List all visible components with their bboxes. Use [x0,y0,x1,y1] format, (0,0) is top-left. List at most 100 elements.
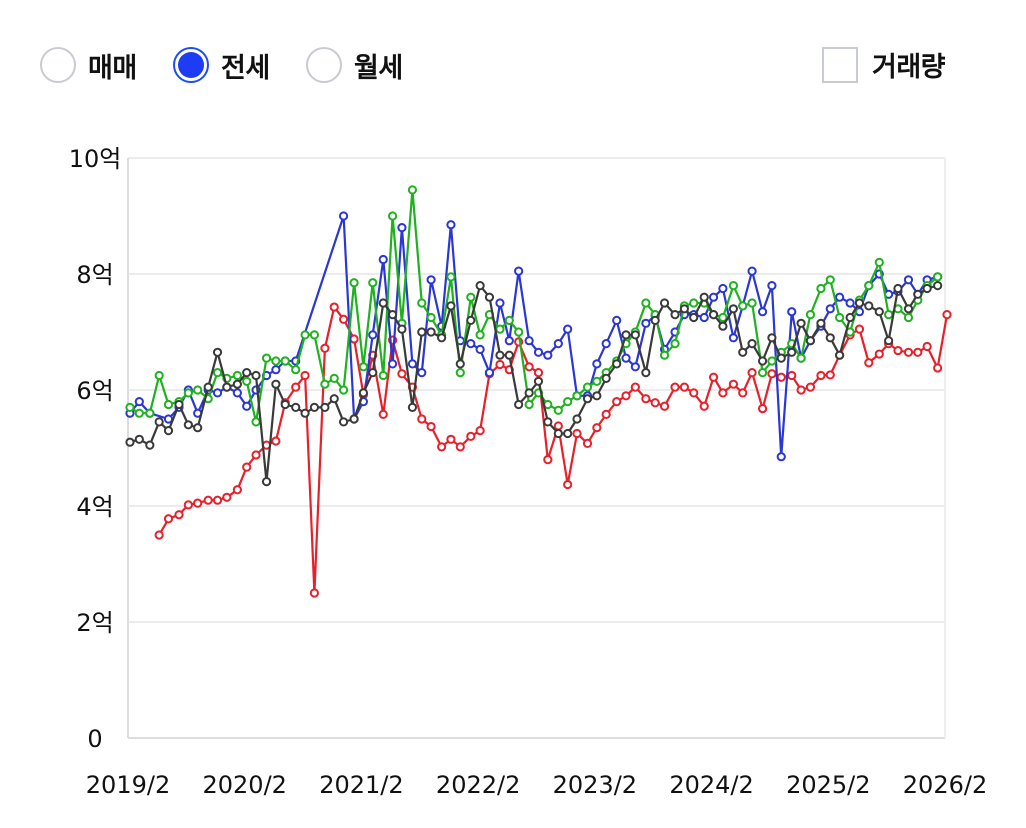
data-point [864,358,874,368]
data-point [193,423,203,433]
data-point [466,339,476,349]
data-point [612,359,622,369]
data-point [825,275,835,285]
data-point [816,370,826,381]
data-point [368,368,378,378]
data-point [776,452,786,462]
radio-monthly-rent-circle[interactable] [306,47,342,83]
data-point [251,450,261,460]
data-point [787,347,797,357]
data-point [300,330,310,340]
data-point [718,388,728,398]
data-point [417,327,427,337]
data-point [163,426,174,436]
series-layer [125,185,952,598]
radio-sale-circle[interactable] [40,47,76,83]
data-point [309,402,319,412]
data-point [300,370,310,381]
data-point [747,368,757,378]
data-point [504,350,514,360]
data-point [524,336,534,346]
series-3 [125,281,943,487]
radio-jeonse-circle[interactable] [173,47,209,83]
data-point [446,301,456,311]
data-point [291,402,301,412]
radio-monthly-rent[interactable]: 월세 [306,40,403,90]
y-tick-label: 4억 [76,493,113,521]
data-point [475,426,485,436]
data-point [387,359,398,369]
data-point [349,414,359,424]
data-point [835,292,845,302]
radio-jeonse[interactable]: 전세 [173,40,270,90]
radio-sale[interactable]: 매매 [40,40,137,90]
data-point [484,368,495,378]
data-point [134,397,144,407]
data-point [601,373,611,383]
data-point [816,318,826,328]
data-point [776,353,786,363]
data-point [232,379,242,389]
data-point [641,368,651,378]
data-point [242,401,252,411]
data-point [309,330,319,340]
data-point [738,301,748,311]
data-point [320,402,330,412]
data-point [922,341,932,352]
x-tick-label: 2023/2 [553,771,637,799]
data-point [641,318,651,328]
data-point [495,359,505,370]
data-point [933,363,943,373]
data-point [446,434,456,444]
radio-sale-label: 매매 [88,52,137,84]
data-point [621,330,631,340]
data-point [601,409,611,419]
data-point [553,339,563,349]
data-point [679,304,689,314]
data-point [387,310,398,320]
data-point [718,321,728,331]
data-point [738,388,748,398]
data-point [446,272,456,282]
data-point [612,397,622,407]
data-point [903,275,914,285]
axis-layer: 0 2억 4억 6억 8억 10억 2019/2 2020/2 2021/2 2022/2 2023… [69,145,988,799]
data-point [145,408,155,418]
data-point [154,530,164,540]
y-tick-label: 8억 [76,261,113,289]
data-point [933,281,943,291]
data-point [630,362,640,372]
data-point [291,382,301,392]
data-point [543,350,553,360]
data-point [747,298,757,308]
data-point [349,278,359,288]
data-point [514,327,524,337]
volume-checkbox-label: 거래량 [872,52,946,83]
data-point [222,382,232,392]
data-point [825,304,835,314]
data-point [533,347,544,357]
data-point [446,220,456,230]
data-point [563,428,573,439]
data-point [212,495,223,505]
data-point [174,510,184,520]
data-point [884,336,894,346]
data-point [426,421,436,432]
data-point [689,298,699,308]
data-point [728,333,738,343]
data-point [426,327,436,337]
data-point [650,315,660,325]
data-point [572,428,582,439]
x-tick-label: 2025/2 [786,771,870,799]
volume-checkbox[interactable]: 거래량 [822,45,946,84]
data-point [942,310,952,320]
data-point [767,281,777,291]
data-point [271,436,281,446]
volume-checkbox-box[interactable] [822,46,858,83]
data-point [338,385,349,395]
data-point [659,401,670,411]
data-point [630,330,640,340]
data-point [621,353,631,363]
data-point [291,365,301,375]
data-point [338,417,349,427]
